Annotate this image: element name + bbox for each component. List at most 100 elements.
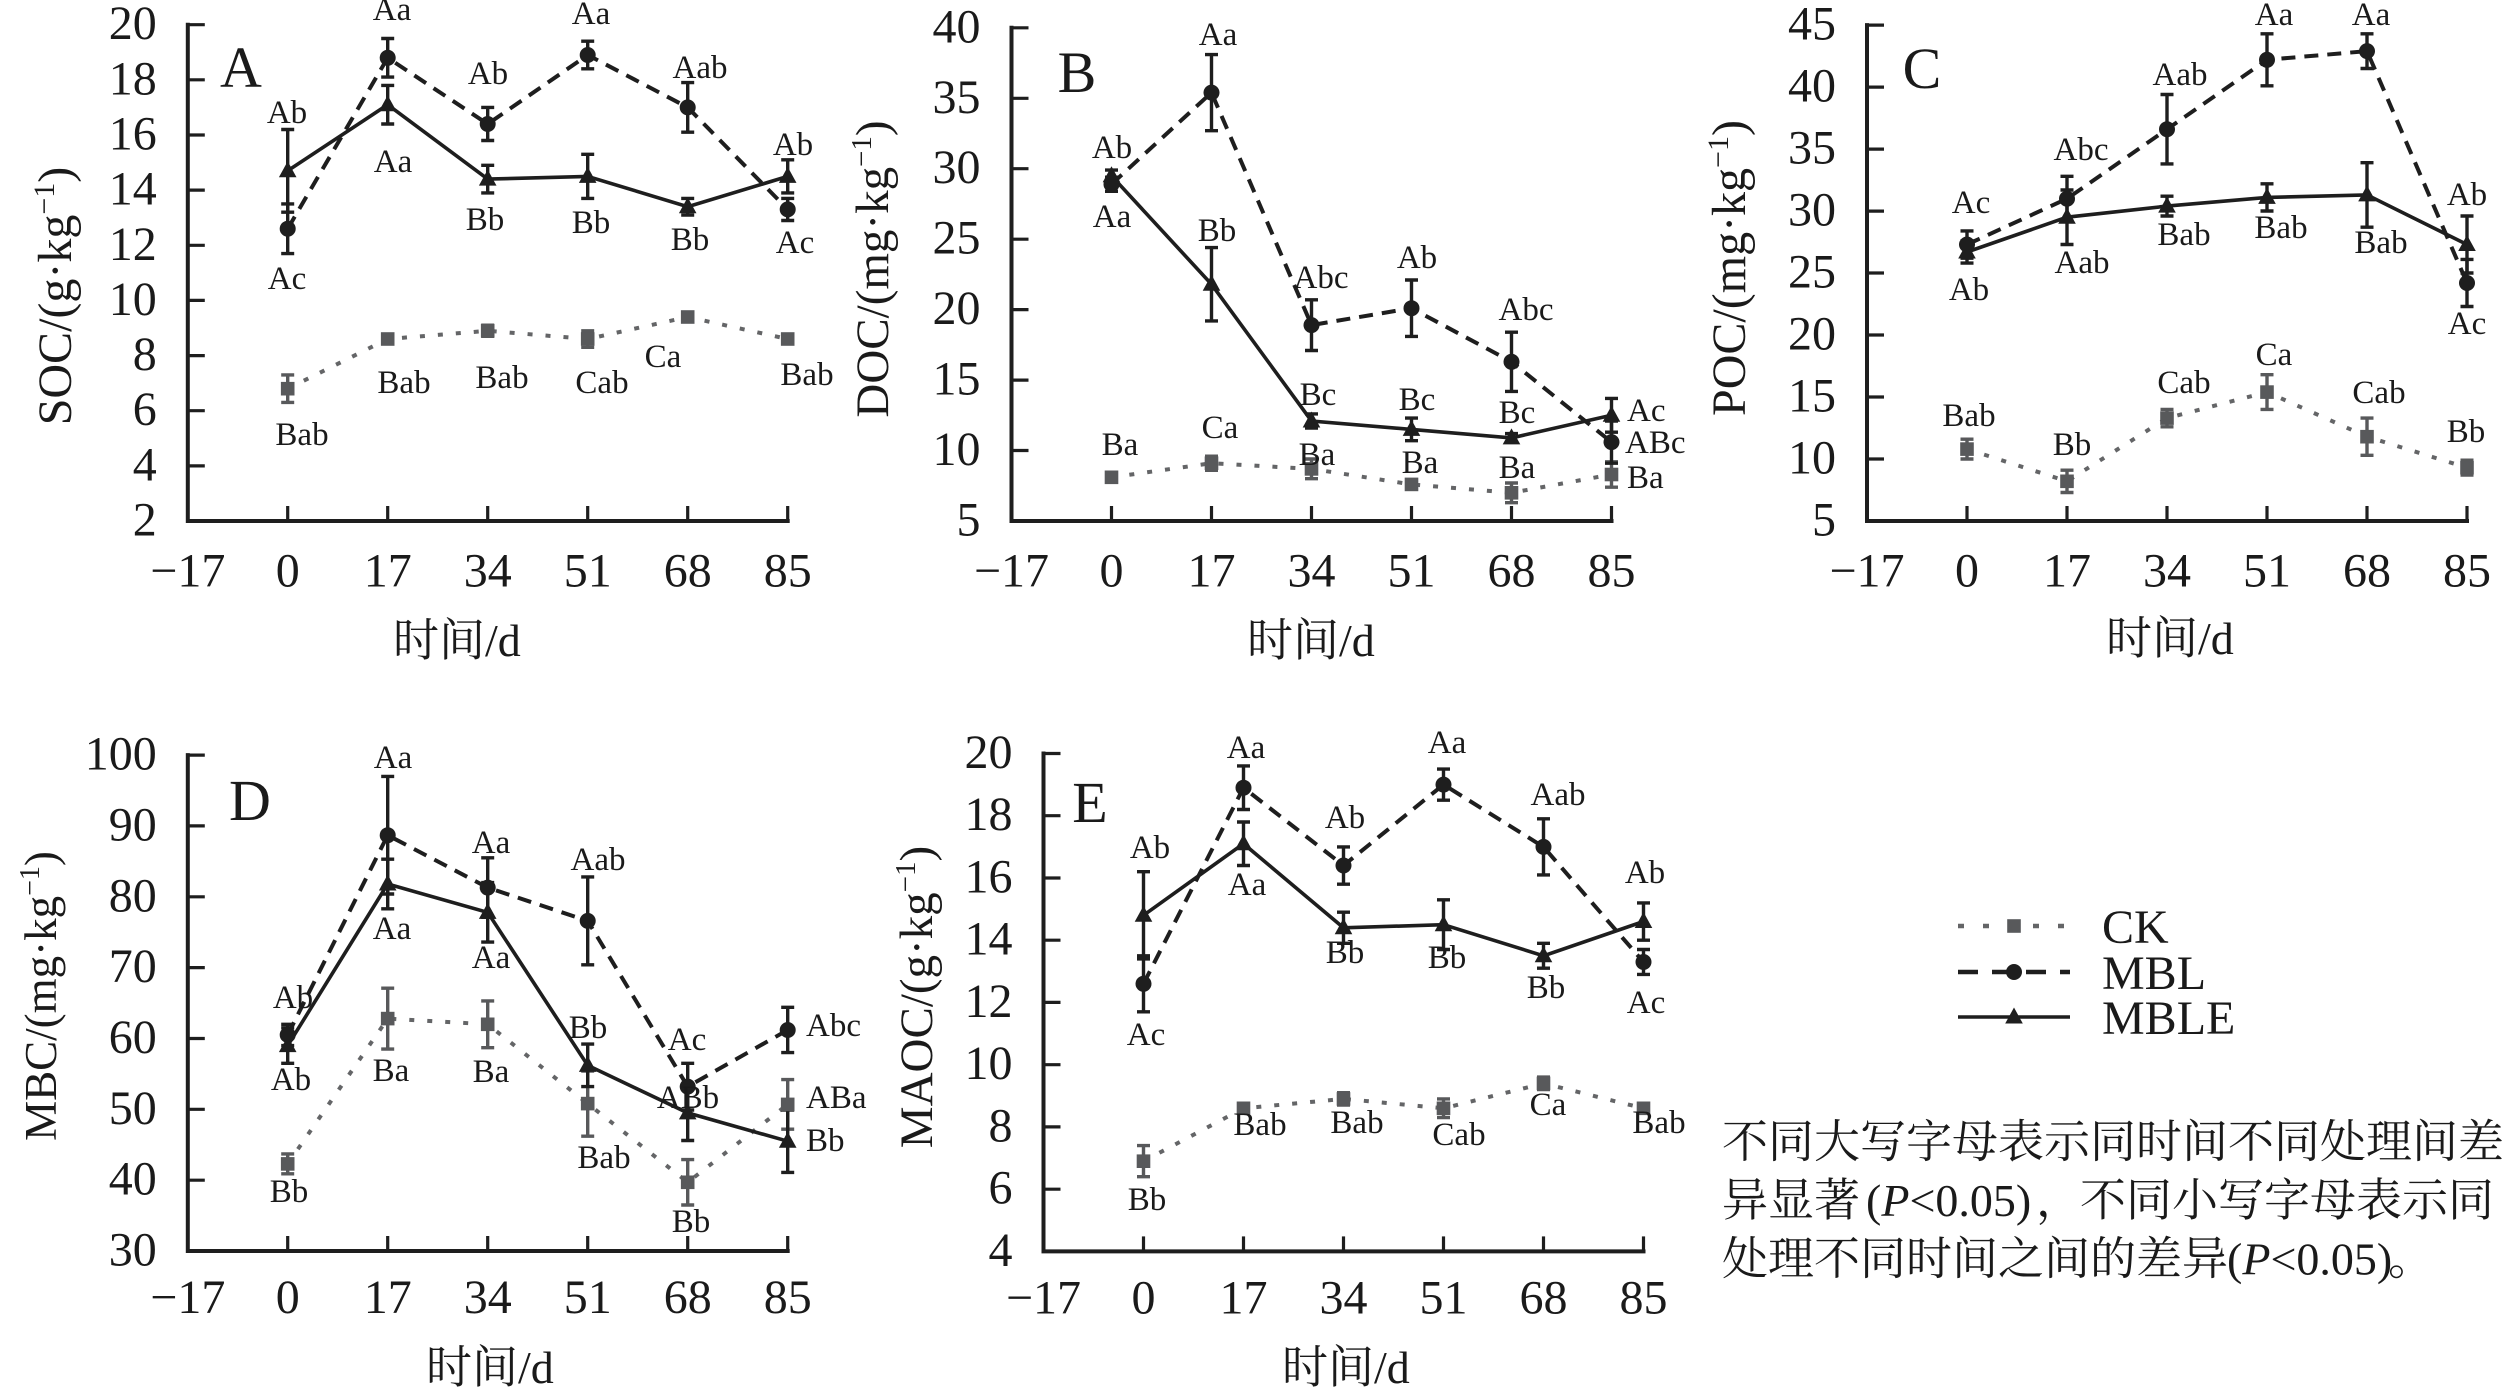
svg-text:MBL: MBL <box>2102 947 2206 1000</box>
svg-text:Bb: Bb <box>2053 427 2092 463</box>
svg-text:/d: /d <box>1339 615 1375 666</box>
svg-text:Ab: Ab <box>271 1062 311 1098</box>
svg-text:68: 68 <box>664 545 712 598</box>
svg-text:Cab: Cab <box>2352 375 2405 411</box>
svg-text:Aab: Aab <box>1531 777 1586 813</box>
svg-text:/d: /d <box>518 1342 554 1393</box>
svg-text:Cab: Cab <box>575 365 628 401</box>
svg-text:85: 85 <box>2443 545 2491 598</box>
svg-text:6: 6 <box>133 383 157 436</box>
svg-text:100: 100 <box>85 728 157 781</box>
svg-text:Bb: Bb <box>2447 414 2486 450</box>
svg-text:Aa: Aa <box>472 940 511 976</box>
svg-text:MAOC/(g·kg−1): MAOC/(g·kg−1) <box>890 846 943 1148</box>
svg-text:20: 20 <box>1788 308 1836 361</box>
svg-text:Abc: Abc <box>1294 260 1349 296</box>
svg-text:Bab: Bab <box>1330 1105 1383 1141</box>
svg-text:8: 8 <box>989 1099 1013 1152</box>
svg-text:Bab: Bab <box>577 1140 630 1176</box>
svg-text:Ba: Ba <box>1627 460 1664 496</box>
svg-text:Bb: Bb <box>672 1204 711 1240</box>
svg-text:/d: /d <box>485 615 521 666</box>
svg-text:Ab: Ab <box>1130 830 1170 866</box>
svg-text:Aa: Aa <box>373 0 412 28</box>
svg-text:50: 50 <box>109 1082 157 1135</box>
svg-text:Ab: Ab <box>1949 272 1989 308</box>
svg-text:20: 20 <box>933 282 981 335</box>
svg-text:60: 60 <box>109 1011 157 1064</box>
svg-text:10: 10 <box>965 1037 1013 1090</box>
svg-text:Aa: Aa <box>373 911 412 947</box>
svg-text:Aa: Aa <box>2255 0 2294 33</box>
svg-text:Aa: Aa <box>1227 730 1266 766</box>
svg-text:Bb: Bb <box>270 1174 309 1210</box>
svg-text:Bab: Bab <box>377 365 430 401</box>
svg-text:Ab: Ab <box>468 56 508 92</box>
svg-text:Cab: Cab <box>2157 365 2210 401</box>
svg-text:Bab: Bab <box>475 360 528 396</box>
svg-text:Bb: Bb <box>1428 940 1467 976</box>
svg-text:12: 12 <box>965 975 1013 1028</box>
svg-text:Ba: Ba <box>1402 445 1439 481</box>
svg-text:0: 0 <box>276 1271 300 1324</box>
svg-text:Ac: Ac <box>2448 306 2486 342</box>
svg-text:/d: /d <box>1374 1342 1410 1393</box>
svg-text:MBLE: MBLE <box>2102 992 2235 1045</box>
svg-text:Bab: Bab <box>2354 225 2407 261</box>
svg-text:45: 45 <box>1788 0 1836 51</box>
svg-text:C: C <box>1903 36 1942 101</box>
svg-text:Ab: Ab <box>273 980 313 1016</box>
svg-text:ABa: ABa <box>806 1080 867 1116</box>
svg-text:Ba: Ba <box>373 1053 410 1089</box>
svg-text:34: 34 <box>464 545 512 598</box>
svg-text:Bb: Bb <box>806 1123 845 1159</box>
svg-text:−17: −17 <box>1829 545 1904 598</box>
svg-text:Bab: Bab <box>2157 217 2210 253</box>
svg-text:E: E <box>1072 770 1107 835</box>
svg-text:ABc: ABc <box>1625 425 1686 461</box>
svg-text:4: 4 <box>133 438 157 491</box>
svg-text:80: 80 <box>109 869 157 922</box>
svg-text:8: 8 <box>133 328 157 381</box>
svg-text:51: 51 <box>564 1271 612 1324</box>
svg-text:CK: CK <box>2102 901 2169 954</box>
svg-text:25: 25 <box>933 212 981 265</box>
svg-text:Cab: Cab <box>1432 1117 1485 1153</box>
svg-text:(P<0.05): (P<0.05) <box>1866 1175 2031 1226</box>
svg-text:A: A <box>220 35 262 100</box>
svg-text:0: 0 <box>1955 545 1979 598</box>
svg-text:40: 40 <box>933 0 981 53</box>
svg-text:10: 10 <box>109 273 157 326</box>
svg-text:Aa: Aa <box>1428 725 1467 761</box>
svg-text:Ab: Ab <box>1325 800 1365 836</box>
svg-text:2: 2 <box>133 494 157 547</box>
svg-text:Bb: Bb <box>1128 1182 1167 1218</box>
svg-text:Ac: Ac <box>1627 393 1665 429</box>
svg-text:30: 30 <box>1788 184 1836 237</box>
svg-text:Ca: Ca <box>1202 410 1239 446</box>
svg-text:Bab: Bab <box>2254 210 2307 246</box>
svg-text:12: 12 <box>109 218 157 271</box>
svg-text:85: 85 <box>1620 1271 1668 1324</box>
svg-text:Ca: Ca <box>1530 1087 1567 1123</box>
svg-text:35: 35 <box>933 71 981 124</box>
svg-text:−17: −17 <box>150 1271 225 1324</box>
svg-text:Aa: Aa <box>374 740 413 776</box>
svg-text:Ab: Ab <box>2447 177 2487 213</box>
svg-text:Ac: Ac <box>1127 1017 1165 1053</box>
svg-text:15: 15 <box>1788 370 1836 423</box>
svg-text:Ab: Ab <box>267 95 307 131</box>
svg-text:Abc: Abc <box>2054 132 2109 168</box>
svg-text:Ac: Ac <box>268 261 306 297</box>
svg-text:D: D <box>229 768 271 833</box>
svg-text:30: 30 <box>109 1224 157 1277</box>
svg-text:Aab: Aab <box>2153 57 2208 93</box>
svg-text:DOC/(mg·kg−1): DOC/(mg·kg−1) <box>846 120 899 417</box>
svg-text:Aab: Aab <box>673 50 728 86</box>
svg-text:Aa: Aa <box>1228 867 1267 903</box>
svg-text:4: 4 <box>989 1224 1013 1277</box>
svg-text:Abc: Abc <box>806 1008 861 1044</box>
svg-text:Bb: Bb <box>569 1010 608 1046</box>
svg-text:Ac: Ac <box>1952 185 1990 221</box>
svg-text:Ac: Ac <box>1627 985 1665 1021</box>
